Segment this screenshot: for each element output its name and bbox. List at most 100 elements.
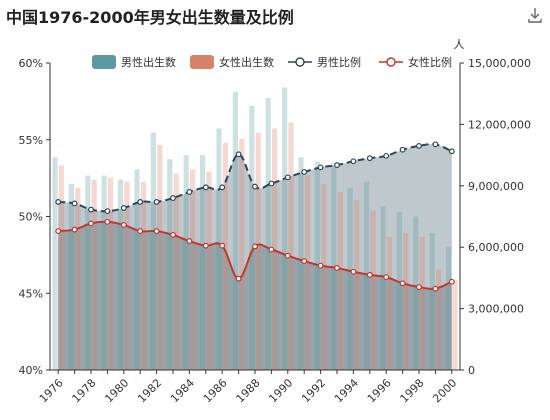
y-left-tick-label: 60%: [19, 57, 43, 70]
male-ratio-point: [137, 199, 144, 205]
ratio-areas: [58, 144, 452, 370]
y-right-tick-label: 12,000,000: [468, 118, 531, 131]
download-icon[interactable]: [526, 6, 544, 24]
legend-item-male-ratio[interactable]: 男性比例: [288, 55, 361, 69]
female-birth-bar: [157, 144, 163, 370]
female-ratio-point: [448, 278, 455, 285]
female-ratio-point: [301, 258, 308, 264]
male-ratio-point: [366, 155, 373, 162]
male-ratio-point: [120, 205, 127, 211]
male-birth-bar: [282, 87, 288, 370]
legend-label: 女性出生数: [219, 55, 274, 69]
female-ratio-point: [71, 226, 78, 233]
male-ratio-point: [219, 184, 226, 191]
male-birth-bar: [134, 169, 140, 370]
female-ratio-point: [366, 271, 373, 278]
female-ratio-point: [399, 280, 406, 287]
female-birth-bar: [58, 165, 64, 370]
x-tick-label: 1976: [37, 376, 66, 405]
male-birth-bar: [167, 159, 173, 370]
male-birth-bar: [200, 155, 206, 370]
female-ratio-point: [120, 222, 127, 228]
y-left-tick-label: 55%: [19, 134, 43, 147]
male-ratio-point: [268, 180, 275, 187]
male-ratio-point: [383, 152, 390, 159]
male-ratio-point: [448, 148, 455, 155]
male-birth-bar: [183, 155, 189, 370]
female-birth-bar: [222, 142, 228, 370]
female-ratio-point: [416, 284, 422, 291]
male-birth-bar: [68, 183, 74, 370]
legend-item-male-births[interactable]: 男性出生数: [92, 55, 176, 69]
male-ratio-point: [153, 199, 160, 205]
legend-swatch: [92, 55, 116, 69]
male-ratio-point: [399, 146, 406, 153]
female-ratio-point: [219, 242, 226, 249]
y-right-unit-label: 人: [454, 38, 465, 51]
male-ratio-point: [317, 164, 324, 171]
male-birth-bar: [232, 91, 238, 371]
male-ratio-point: [252, 183, 258, 190]
y-left-tick-label: 40%: [19, 364, 43, 377]
y-right-tick-label: 3,000,000: [468, 303, 524, 316]
legend-item-female-births[interactable]: 女性出生数: [190, 55, 274, 69]
male-ratio-point: [235, 151, 242, 158]
male-ratio-point: [71, 200, 78, 207]
male-birth-bar: [413, 216, 419, 370]
female-ratio-point: [235, 275, 242, 282]
female-birth-bar: [452, 279, 458, 370]
x-tick-label: 1996: [365, 376, 394, 405]
female-birth-bar: [255, 132, 261, 370]
female-ratio-point: [202, 242, 209, 249]
legend-label: 女性比例: [408, 55, 452, 69]
female-birth-bar: [436, 269, 442, 370]
y-right-tick-label: 0: [468, 364, 475, 377]
x-tick-label: 1994: [332, 376, 361, 405]
female-birth-bar: [386, 236, 392, 370]
male-birth-bar: [429, 232, 435, 370]
female-birth-bar: [108, 177, 114, 370]
female-birth-bar: [140, 181, 146, 370]
female-birth-bar: [239, 138, 245, 370]
male-ratio-point: [284, 174, 291, 181]
x-tick-label: 1986: [201, 376, 230, 405]
female-ratio-point: [153, 228, 160, 234]
female-birth-bar: [288, 122, 294, 370]
female-ratio-point: [317, 262, 324, 269]
male-birth-bar: [298, 157, 304, 370]
female-ratio-area: [58, 221, 452, 370]
female-ratio-point: [170, 232, 176, 238]
male-birth-bar: [216, 128, 222, 370]
y-right-tick-label: 15,000,000: [468, 57, 531, 70]
male-ratio-point: [432, 141, 439, 148]
female-birth-bar: [321, 183, 327, 370]
female-ratio-point: [268, 246, 275, 253]
male-birth-bar: [118, 179, 124, 370]
legend[interactable]: 男性出生数 女性出生数 男性比例 女性比例: [92, 55, 452, 69]
male-ratio-point: [55, 199, 62, 205]
chart-title: 中国1976-2000年男女出生数量及比例: [6, 8, 294, 27]
male-birth-bar: [52, 157, 58, 370]
x-tick-label: 1984: [168, 376, 197, 405]
female-birth-bar: [75, 187, 81, 370]
y-right-tick-label: 9,000,000: [468, 180, 524, 193]
female-ratio-point: [104, 218, 111, 225]
female-ratio-point: [137, 228, 144, 234]
y-left-tick-label: 45%: [19, 287, 43, 300]
female-ratio-point: [186, 238, 193, 244]
female-ratio-point: [88, 220, 94, 227]
female-ratio-point: [383, 274, 390, 281]
male-birth-bar: [396, 212, 402, 370]
legend-label: 男性比例: [317, 55, 361, 69]
x-tick-label: 1982: [135, 376, 164, 405]
lines-layer: [55, 141, 455, 292]
x-tick-label: 2000: [430, 376, 459, 405]
x-tick-label: 1998: [398, 376, 427, 405]
male-ratio-point: [170, 195, 176, 201]
female-birth-bar: [91, 179, 97, 370]
legend-item-female-ratio[interactable]: 女性比例: [379, 55, 452, 69]
male-birth-bar: [101, 175, 107, 370]
female-birth-bar: [206, 171, 212, 370]
female-ratio-point: [284, 252, 291, 259]
